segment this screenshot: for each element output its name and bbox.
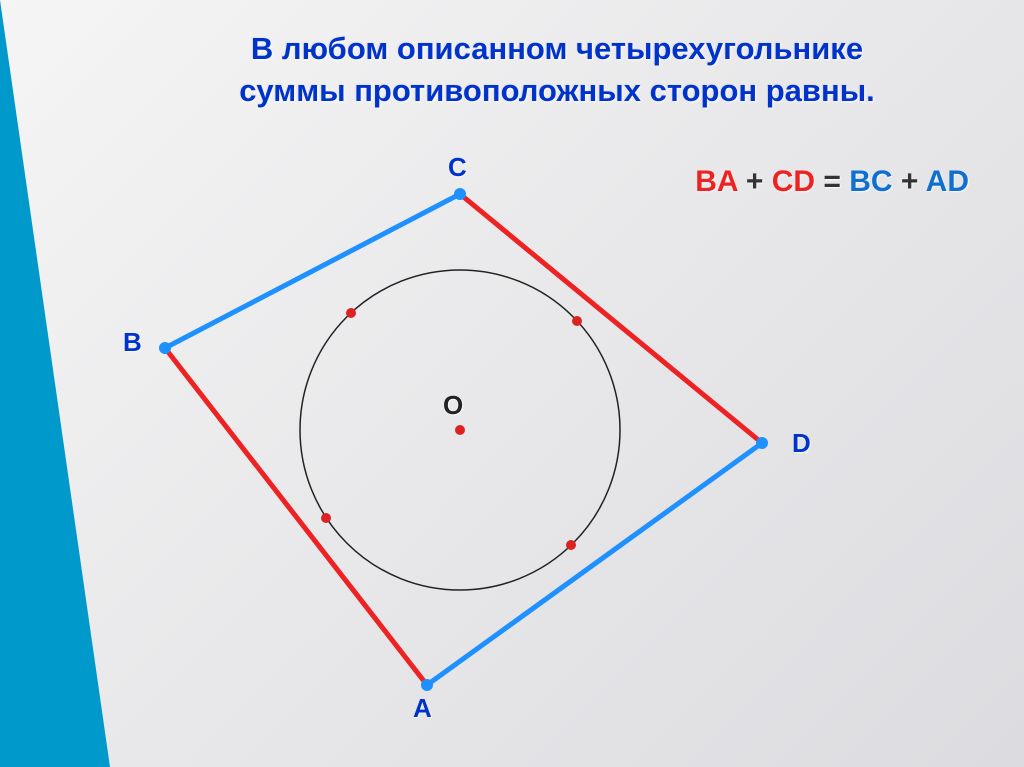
tangent-CD bbox=[572, 316, 582, 326]
tangent-AB bbox=[321, 513, 331, 523]
point-C bbox=[454, 188, 466, 200]
side-CD bbox=[460, 194, 762, 443]
label-D: D bbox=[792, 428, 811, 459]
label-B: B bbox=[123, 327, 142, 358]
point-A bbox=[421, 679, 433, 691]
geometry-diagram bbox=[0, 0, 1024, 767]
tangent-DA bbox=[566, 540, 576, 550]
tangent-BC bbox=[346, 308, 356, 318]
label-A: A bbox=[413, 693, 432, 724]
point-B bbox=[159, 342, 171, 354]
label-C: C bbox=[448, 152, 467, 183]
side-AD bbox=[427, 443, 762, 685]
side-BC bbox=[165, 194, 460, 348]
label-O: O bbox=[443, 390, 463, 421]
slide-background: В любом описанном четырехугольнике суммы… bbox=[0, 0, 1024, 767]
point-D bbox=[756, 437, 768, 449]
point-O bbox=[455, 425, 465, 435]
side-BA bbox=[165, 348, 427, 685]
